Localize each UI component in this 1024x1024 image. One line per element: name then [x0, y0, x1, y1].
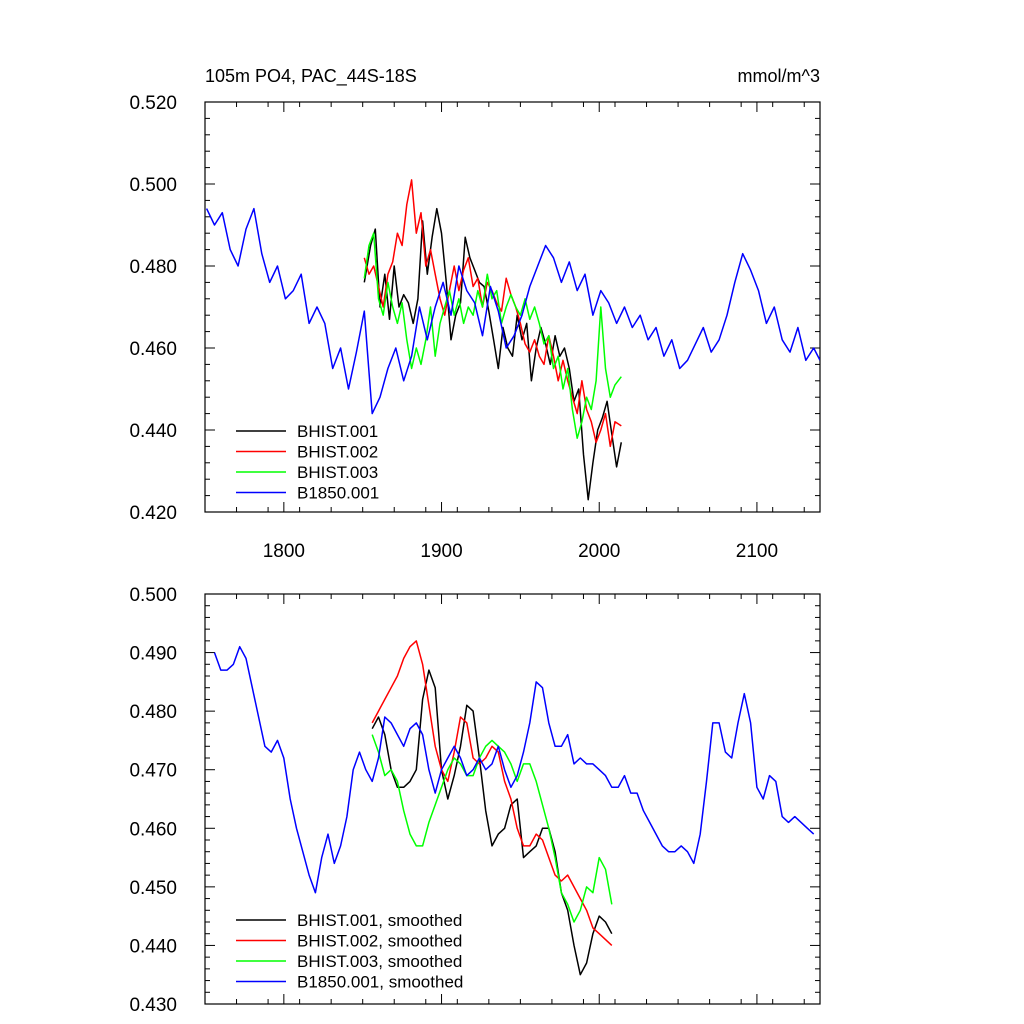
y-tick-label: 0.440 — [129, 936, 177, 957]
y-tick-label: 0.500 — [129, 175, 177, 196]
chart-panel-2: 0.430 0.440 0.450 0.460 0.470 0.480 0.490 0.500… — [129, 585, 821, 1016]
y-tick-label: 0.450 — [129, 878, 177, 899]
y-tick-label: 0.470 — [129, 761, 177, 782]
legend-label: BHIST.001 — [297, 422, 378, 441]
series-line-bhist-001-smoothed — [371, 669, 613, 976]
series-line-bhist-003 — [363, 232, 622, 439]
plot-frame — [204, 101, 821, 513]
legend-label: BHIST.003 — [297, 463, 378, 482]
legend-label: B1850.001, smoothed — [297, 973, 463, 992]
chart-title: 105m PO4, PAC_44S-18S — [205, 66, 417, 87]
plot-frame — [204, 593, 821, 1005]
series-lines — [205, 179, 820, 501]
y-tick-label: 0.520 — [129, 93, 177, 114]
y-tick-label: 0.460 — [129, 339, 177, 360]
series-line-bhist-002-smoothed — [371, 640, 613, 946]
x-tick-label: 2000 — [578, 541, 620, 562]
series-line-bhist-003-smoothed — [371, 734, 613, 923]
y-tick-label: 0.490 — [129, 644, 177, 665]
y-tick-label: 0.420 — [129, 503, 177, 524]
series-line-bhist-001 — [363, 207, 623, 501]
y-tick-label: 0.500 — [129, 585, 177, 606]
legend: BHIST.001, smoothed BHIST.002, smoothedBH… — [236, 911, 463, 992]
legend-label: BHIST.002, smoothed — [297, 932, 462, 951]
y-tick-label: 0.460 — [129, 819, 177, 840]
y-tick-label: 0.430 — [129, 995, 177, 1016]
units-label: mmol/m^3 — [738, 66, 820, 86]
x-tick-label: 1800 — [263, 541, 305, 562]
legend-label: BHIST.002 — [297, 443, 378, 462]
legend-label: B1850.001 — [297, 484, 379, 503]
y-tick-label: 0.480 — [129, 257, 177, 278]
legend-label: BHIST.003, smoothed — [297, 952, 462, 971]
legend-label: BHIST.001, smoothed — [297, 911, 462, 930]
y-tick-label: 0.440 — [129, 421, 177, 442]
y-tick-label: 0.480 — [129, 702, 177, 723]
series-line-b1850-001-smoothed — [213, 645, 815, 894]
series-lines — [213, 640, 815, 976]
x-tick-label: 1900 — [420, 541, 462, 562]
series-line-b1850-001 — [205, 207, 820, 415]
chart-panel-1: 0.420 0.440 0.460 0.480 0.500 0.520 1800 1900 20… — [129, 66, 821, 562]
x-tick-label: 2100 — [736, 541, 778, 562]
